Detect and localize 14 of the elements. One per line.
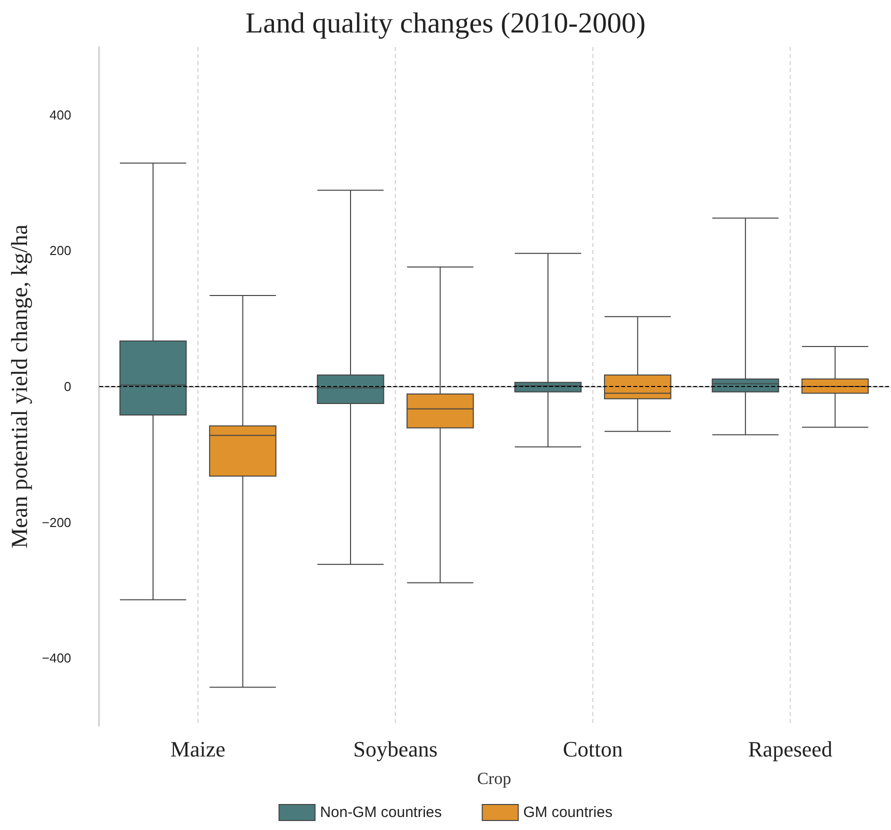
legend-label: Non-GM countries [320,804,442,821]
x-tick-label: Maize [170,736,226,762]
legend-label: GM countries [523,804,612,821]
y-tick-label: −200 [42,514,72,530]
x-axis-title: Crop [477,769,512,788]
y-axis-title: Mean potential yield change, kg/ha [7,224,32,548]
x-tick-label: Soybeans [353,736,438,762]
y-tick-label: 400 [49,107,72,122]
y-tick-label: 0 [64,379,72,394]
y-tick-label: −400 [42,650,72,666]
x-tick-label: Rapeseed [748,736,832,762]
x-tick-label: Cotton [562,736,623,762]
y-tick-label: 200 [49,243,72,258]
chart-title: Land quality changes (2010-2000) [245,8,646,40]
